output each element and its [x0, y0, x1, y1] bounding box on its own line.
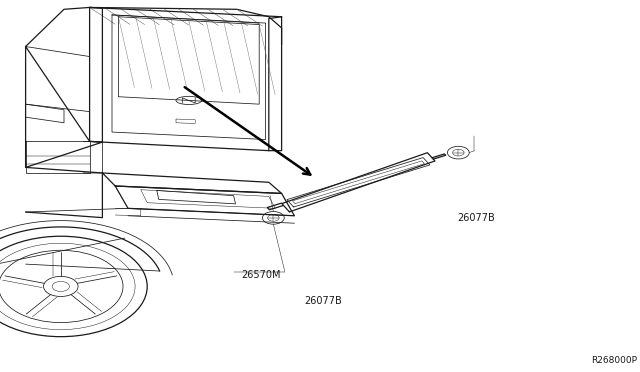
Text: 26077B: 26077B — [458, 213, 495, 222]
Text: R268000P: R268000P — [591, 356, 637, 365]
Text: 26570M: 26570M — [241, 270, 280, 279]
Text: 26077B: 26077B — [304, 296, 342, 306]
